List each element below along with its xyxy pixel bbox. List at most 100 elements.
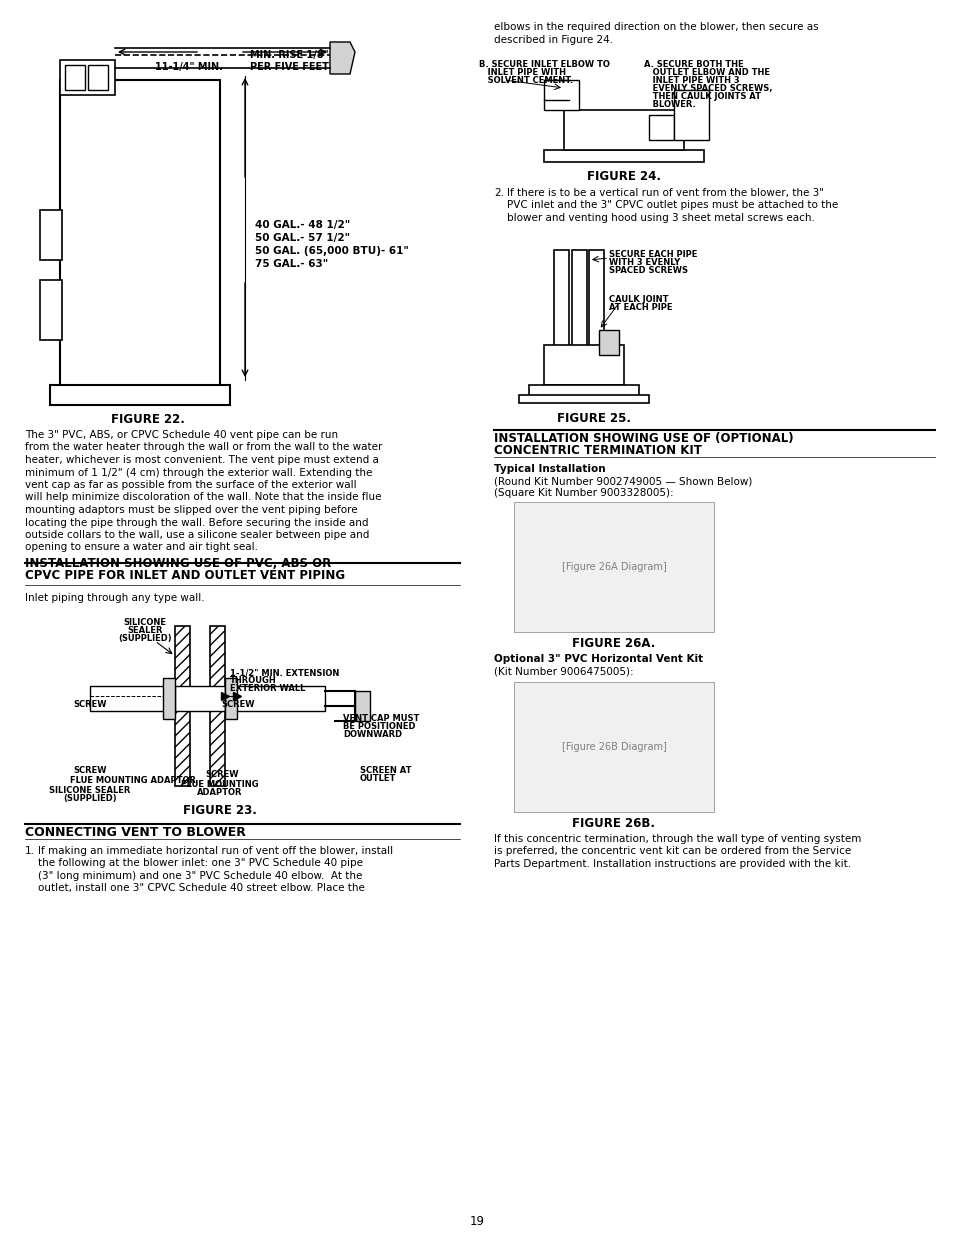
Text: outside collars to the wall, use a silicone sealer between pipe and: outside collars to the wall, use a silic… xyxy=(25,530,369,540)
Text: FIGURE 23.: FIGURE 23. xyxy=(183,804,256,818)
Text: FIGURE 22.: FIGURE 22. xyxy=(111,412,185,426)
Text: heater, whichever is most convenient. The vent pipe must extend a: heater, whichever is most convenient. Th… xyxy=(25,454,378,466)
Bar xyxy=(648,115,673,140)
Bar xyxy=(174,685,225,711)
Bar xyxy=(225,678,236,719)
Text: BLOWER.: BLOWER. xyxy=(643,100,695,109)
Text: (Round Kit Number 9002749005 — Shown Below): (Round Kit Number 9002749005 — Shown Bel… xyxy=(494,475,752,487)
Text: Optional 3" PVC Horizontal Vent Kit: Optional 3" PVC Horizontal Vent Kit xyxy=(494,655,702,664)
Bar xyxy=(225,685,325,711)
Text: INLET PIPE WITH: INLET PIPE WITH xyxy=(478,68,565,77)
Text: SILICONE SEALER: SILICONE SEALER xyxy=(50,785,131,795)
Text: EXTERIOR WALL: EXTERIOR WALL xyxy=(230,684,305,693)
Text: OUTLET: OUTLET xyxy=(359,774,395,783)
Text: FIGURE 24.: FIGURE 24. xyxy=(586,170,660,183)
Bar xyxy=(163,678,174,719)
Text: OUTLET ELBOW AND THE: OUTLET ELBOW AND THE xyxy=(643,68,769,77)
Text: THEN CAULK JOINTS AT: THEN CAULK JOINTS AT xyxy=(643,91,760,101)
Text: THROUGH: THROUGH xyxy=(230,676,276,685)
Bar xyxy=(65,65,85,90)
Bar xyxy=(518,395,648,403)
Text: FIGURE 25.: FIGURE 25. xyxy=(557,412,630,425)
Text: 2.: 2. xyxy=(494,188,503,198)
Text: is preferred, the concentric vent kit can be ordered from the Service: is preferred, the concentric vent kit ca… xyxy=(494,846,850,857)
Text: minimum of 1 1/2" (4 cm) through the exterior wall. Extending the: minimum of 1 1/2" (4 cm) through the ext… xyxy=(25,468,372,478)
Text: SCREW: SCREW xyxy=(73,700,107,709)
Text: If making an immediate horizontal run of vent off the blower, install: If making an immediate horizontal run of… xyxy=(38,846,393,856)
Text: Inlet piping through any type wall.: Inlet piping through any type wall. xyxy=(25,593,204,603)
Text: mounting adaptors must be slipped over the vent piping before: mounting adaptors must be slipped over t… xyxy=(25,505,357,515)
Text: ADAPTOR: ADAPTOR xyxy=(197,788,242,797)
Text: SCREW: SCREW xyxy=(73,766,107,776)
Text: SILICONE: SILICONE xyxy=(123,618,167,627)
Text: [Figure 26A Diagram]: [Figure 26A Diagram] xyxy=(561,562,666,572)
Text: A. SECURE BOTH THE: A. SECURE BOTH THE xyxy=(643,61,742,69)
Bar xyxy=(40,280,62,340)
Text: If there is to be a vertical run of vent from the blower, the 3": If there is to be a vertical run of vent… xyxy=(506,188,823,198)
Text: blower and venting hood using 3 sheet metal screws each.: blower and venting hood using 3 sheet me… xyxy=(506,212,814,224)
Text: PVC inlet and the 3" CPVC outlet pipes must be attached to the: PVC inlet and the 3" CPVC outlet pipes m… xyxy=(506,200,838,210)
Text: described in Figure 24.: described in Figure 24. xyxy=(494,35,613,44)
Text: opening to ensure a water and air tight seal.: opening to ensure a water and air tight … xyxy=(25,542,257,552)
Text: CAULK JOINT: CAULK JOINT xyxy=(608,295,668,304)
Text: FIGURE 26A.: FIGURE 26A. xyxy=(572,637,655,650)
Text: 11-1/4" MIN.: 11-1/4" MIN. xyxy=(154,62,223,72)
Bar xyxy=(60,61,115,95)
Text: 19: 19 xyxy=(469,1215,484,1228)
Text: (SUPPLIED): (SUPPLIED) xyxy=(118,634,172,643)
Text: VENT CAP MUST: VENT CAP MUST xyxy=(343,714,419,722)
Text: from the water heater through the wall or from the wall to the water: from the water heater through the wall o… xyxy=(25,442,382,452)
Text: FLUE MOUNTING ADAPTOR: FLUE MOUNTING ADAPTOR xyxy=(70,776,195,785)
Text: CONNECTING VENT TO BLOWER: CONNECTING VENT TO BLOWER xyxy=(25,826,246,839)
Bar xyxy=(174,626,190,785)
Text: elbows in the required direction on the blower, then secure as: elbows in the required direction on the … xyxy=(494,22,818,32)
Bar xyxy=(543,80,578,110)
Bar xyxy=(543,149,703,162)
Text: 1.: 1. xyxy=(25,846,35,856)
Text: Typical Installation: Typical Installation xyxy=(494,464,605,474)
Text: DOWNWARD: DOWNWARD xyxy=(343,730,402,739)
Text: (SUPPLIED): (SUPPLIED) xyxy=(63,794,116,803)
Text: 50 GAL. (65,000 BTU)- 61": 50 GAL. (65,000 BTU)- 61" xyxy=(254,246,409,256)
Bar xyxy=(554,249,568,350)
Bar xyxy=(88,65,108,90)
Bar xyxy=(50,385,230,405)
Text: SCREW: SCREW xyxy=(205,769,238,779)
Polygon shape xyxy=(330,42,355,74)
Text: SCREW: SCREW xyxy=(221,700,254,709)
Bar xyxy=(529,385,639,396)
Text: CONCENTRIC TERMINATION KIT: CONCENTRIC TERMINATION KIT xyxy=(494,445,701,457)
Text: 75 GAL.- 63": 75 GAL.- 63" xyxy=(254,259,328,269)
Bar xyxy=(210,626,225,785)
Text: FIGURE 26B.: FIGURE 26B. xyxy=(572,818,655,830)
Text: FLUE MOUNTING: FLUE MOUNTING xyxy=(181,781,258,789)
Bar xyxy=(543,345,623,385)
Text: EVENLY SPACED SCREWS,: EVENLY SPACED SCREWS, xyxy=(643,84,772,93)
Text: If this concentric termination, through the wall type of venting system: If this concentric termination, through … xyxy=(494,834,861,844)
Text: (Square Kit Number 9003328005):: (Square Kit Number 9003328005): xyxy=(494,488,673,498)
Bar xyxy=(60,80,220,390)
Text: MIN. RISE 1/8": MIN. RISE 1/8" xyxy=(250,49,328,61)
Bar xyxy=(673,90,708,140)
Text: SOLVENT CEMENT.: SOLVENT CEMENT. xyxy=(478,77,573,85)
Bar xyxy=(355,692,370,721)
Text: (3" long minimum) and one 3" PVC Schedule 40 elbow.  At the: (3" long minimum) and one 3" PVC Schedul… xyxy=(38,871,362,881)
Text: INSTALLATION SHOWING USE OF PVC, ABS OR: INSTALLATION SHOWING USE OF PVC, ABS OR xyxy=(25,557,331,571)
Text: SPACED SCREWS: SPACED SCREWS xyxy=(608,266,687,275)
Text: PER FIVE FEET: PER FIVE FEET xyxy=(250,62,329,72)
Bar xyxy=(514,501,713,632)
Text: INLET PIPE WITH 3: INLET PIPE WITH 3 xyxy=(643,77,739,85)
Text: Parts Department. Installation instructions are provided with the kit.: Parts Department. Installation instructi… xyxy=(494,860,850,869)
Bar xyxy=(572,249,586,350)
Text: AT EACH PIPE: AT EACH PIPE xyxy=(608,303,672,312)
Text: SCREEN AT: SCREEN AT xyxy=(359,766,411,776)
Bar xyxy=(514,682,713,811)
Text: SECURE EACH PIPE: SECURE EACH PIPE xyxy=(608,249,697,259)
Text: CPVC PIPE FOR INLET AND OUTLET VENT PIPING: CPVC PIPE FOR INLET AND OUTLET VENT PIPI… xyxy=(25,569,345,582)
Text: 1-1/2" MIN. EXTENSION: 1-1/2" MIN. EXTENSION xyxy=(230,668,339,677)
Text: The 3" PVC, ABS, or CPVC Schedule 40 vent pipe can be run: The 3" PVC, ABS, or CPVC Schedule 40 ven… xyxy=(25,430,337,440)
Text: (Kit Number 9006475005):: (Kit Number 9006475005): xyxy=(494,666,633,676)
Text: BE POSITIONED: BE POSITIONED xyxy=(343,722,416,731)
Text: locating the pipe through the wall. Before securing the inside and: locating the pipe through the wall. Befo… xyxy=(25,517,368,527)
Text: INSTALLATION SHOWING USE OF (OPTIONAL): INSTALLATION SHOWING USE OF (OPTIONAL) xyxy=(494,432,793,445)
